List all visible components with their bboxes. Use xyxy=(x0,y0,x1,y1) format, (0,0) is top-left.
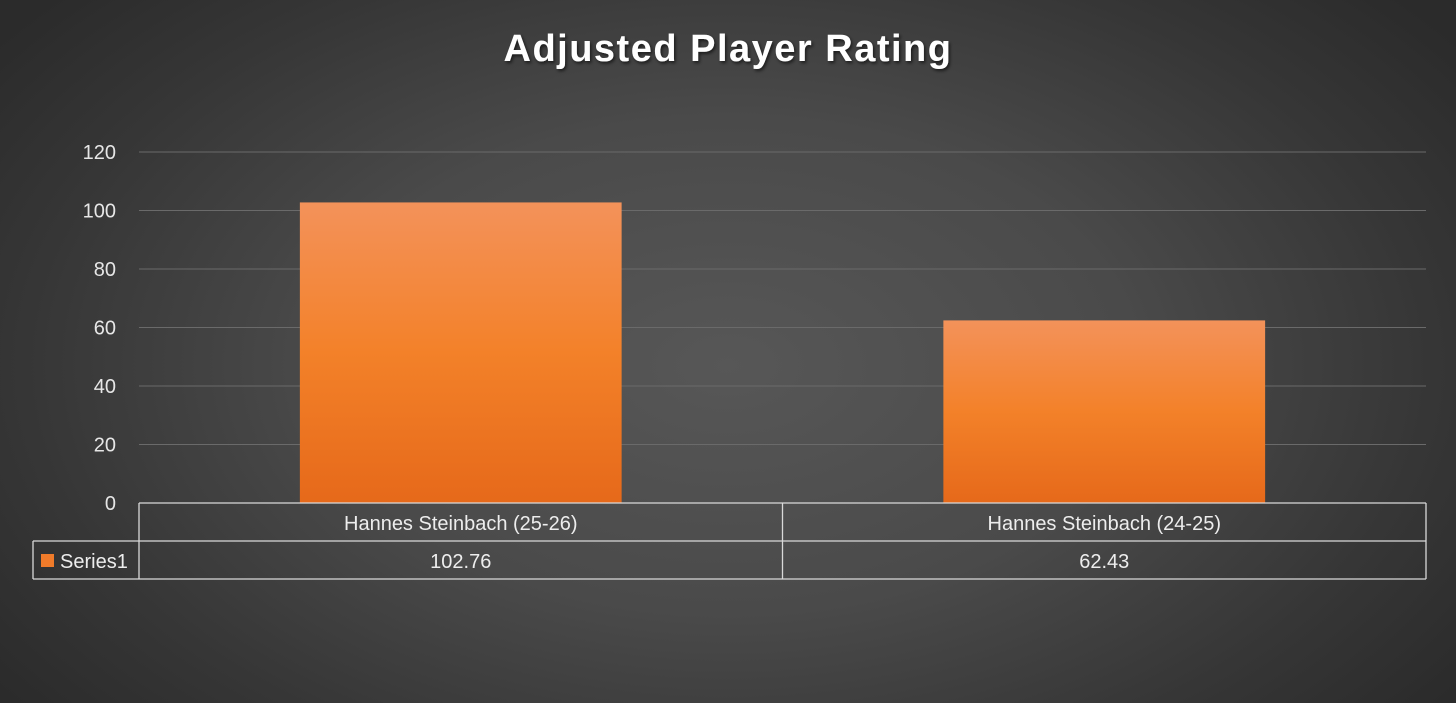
category-label: Hannes Steinbach (25-26) xyxy=(344,513,577,535)
y-tick-label: 120 xyxy=(83,142,116,164)
y-tick-label: 80 xyxy=(94,259,116,281)
y-tick-label: 40 xyxy=(94,376,116,398)
y-axis-tick-labels: 0 20 40 60 80 100 120 xyxy=(83,142,116,515)
y-tick-label: 0 xyxy=(105,493,116,515)
data-table: Hannes Steinbach (25-26) Hannes Steinbach… xyxy=(32,502,1427,580)
y-tick-label: 20 xyxy=(94,435,116,457)
legend-series-label: Series1 xyxy=(60,551,128,573)
data-value-label: 62.43 xyxy=(1079,551,1129,573)
legend-swatch xyxy=(41,554,54,567)
bar xyxy=(943,320,1266,503)
y-tick-label: 100 xyxy=(83,201,116,223)
bars xyxy=(299,202,1266,503)
data-value-label: 102.76 xyxy=(430,551,491,573)
chart-title: Adjusted Player Rating xyxy=(504,28,953,70)
y-tick-label: 60 xyxy=(94,318,116,340)
category-label: Hannes Steinbach (24-25) xyxy=(988,513,1221,535)
bar xyxy=(299,202,622,503)
